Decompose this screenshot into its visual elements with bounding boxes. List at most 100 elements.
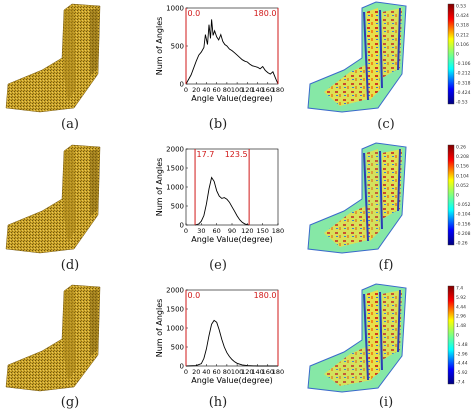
colorbar-tick-label: -0.052 <box>456 202 471 208</box>
colorbar-tick-label: -2.96 <box>456 351 468 357</box>
curvature-map-f <box>302 142 448 255</box>
histogram-b: 1000 500 0 0 20 40 60 80 100 120 140 160 180 Angle Va… <box>150 2 290 114</box>
caption-d: (d) <box>60 258 80 273</box>
colorbar-tick-label: 0.052 <box>456 183 469 189</box>
colorbar-tick-label: 0.424 <box>456 13 469 19</box>
colorbar-tick-label: -1.48 <box>456 342 468 348</box>
colorbar-tick-label: 0.318 <box>456 23 469 29</box>
y-axis-label: Num of Angles <box>155 158 164 217</box>
colorbar-tick-label: -7.4 <box>456 380 465 386</box>
histogram-line <box>195 176 250 226</box>
y-tick-label: 500 <box>171 344 184 352</box>
colorbar-c: 0.53 0.424 0.318 0.212 0.106 0 -0.106 -0.212 -0.… <box>447 2 474 114</box>
caption-i: (i) <box>378 395 394 410</box>
caption-h: (h) <box>208 395 228 410</box>
colorbar-tick-label: 0.53 <box>456 4 466 10</box>
colorbar-tick-label: -5.92 <box>456 370 468 376</box>
colorbar-tick-label: -4.44 <box>456 361 468 367</box>
colorbar-tick-label: 0.208 <box>456 154 469 160</box>
x-tick-label: 30 <box>197 227 205 235</box>
x-tick-label: 60 <box>213 227 221 235</box>
caption-b: (b) <box>208 117 228 132</box>
curvature-map-c <box>302 1 448 114</box>
x-tick-label: 60 <box>213 86 221 94</box>
x-tick-label: 60 <box>213 368 221 376</box>
y-tick-label: 2000 <box>166 287 184 295</box>
caption-f: (f) <box>378 258 394 273</box>
caption-a: (a) <box>61 117 79 132</box>
y-tick-label: 0 <box>180 222 184 230</box>
colorbar-tick-label: -0.106 <box>456 61 471 67</box>
colorbar-tick-label: -0.26 <box>456 241 468 247</box>
histogram-line <box>185 319 278 367</box>
x-tick-label: 140 <box>251 86 263 94</box>
x-tick-label: 120 <box>241 368 253 376</box>
plot-frame <box>185 7 279 85</box>
colorbar-tick-label: -0.104 <box>456 212 471 218</box>
colorbar-tick-label: 0.106 <box>456 42 469 48</box>
colorbar-tick-label: 0.156 <box>456 164 469 170</box>
y-tick-label: 1500 <box>166 306 184 314</box>
y-tick-label: 1000 <box>166 5 184 13</box>
x-tick-label: 100 <box>231 368 243 376</box>
x-tick-label: 40 <box>202 368 210 376</box>
caption-e: (e) <box>209 258 227 273</box>
x-tick-label: 180 <box>272 86 284 94</box>
colorbar-tick-label: -0.212 <box>456 71 471 77</box>
colorbar-tick-label: 5.92 <box>456 295 466 301</box>
lower-marker-label: 17.7 <box>197 150 215 159</box>
colorbar-i: 7.4 5.92 4.44 2.96 1.48 0 -1.48 -2.96 -4.44 -5.92… <box>447 284 474 394</box>
upper-marker-label: 180.0 <box>254 291 277 300</box>
y-tick-label: 500 <box>171 43 184 51</box>
x-tick-label: 100 <box>231 86 243 94</box>
x-tick-label: 140 <box>251 368 263 376</box>
y-tick-label: 0 <box>180 81 184 89</box>
x-axis-label: Angle Value(degree) <box>191 376 273 385</box>
colorbar-tick-label: -0.208 <box>456 231 471 237</box>
x-tick-label: 80 <box>223 368 231 376</box>
plot-frame <box>185 148 279 226</box>
colorbar-tick-label: 0 <box>456 52 459 58</box>
colorbar-tick-label: -0.156 <box>456 221 471 227</box>
colorbar-tick-label: 0 <box>456 193 459 199</box>
histogram-line <box>185 19 279 85</box>
lower-marker-label: 0.0 <box>188 291 201 300</box>
y-tick-label: 1000 <box>166 325 184 333</box>
x-tick-label: 180 <box>272 227 284 235</box>
colorbar-tick-label: 4.44 <box>456 304 466 310</box>
y-axis-label: Num of Angles <box>155 299 164 358</box>
y-tick-label: 500 <box>171 203 184 211</box>
y-axis-label: Num of Angles <box>155 17 164 76</box>
histogram-e: 2000 1500 1000 500 0 0 30 60 90 120 150 180 Angle Va… <box>150 143 290 255</box>
y-tick-label: 1500 <box>166 165 184 173</box>
colorbar-tick-label: -0.318 <box>456 80 471 86</box>
colorbar-tick-label: 0 <box>456 333 459 339</box>
curvature-map-i <box>302 283 448 394</box>
x-tick-label: 0 <box>184 86 188 94</box>
colorbar-f: 0.26 0.208 0.156 0.104 0.052 0 -0.052 -0.104 -0.… <box>447 143 474 255</box>
x-tick-label: 80 <box>223 86 231 94</box>
caption-c: (c) <box>377 117 395 132</box>
x-tick-label: 180 <box>272 368 284 376</box>
x-tick-label: 20 <box>192 368 200 376</box>
mesh-render-g <box>2 284 140 393</box>
x-tick-label: 160 <box>262 86 274 94</box>
y-tick-label: 0 <box>180 363 184 371</box>
colorbar-tick-label: 1.48 <box>456 323 466 329</box>
histogram-h: 2000 1500 1000 500 0 0 20 40 60 80 100 120 140 160 180… <box>150 284 290 394</box>
x-tick-label: 20 <box>192 86 200 94</box>
y-tick-label: 2000 <box>166 146 184 154</box>
x-tick-label: 120 <box>241 86 253 94</box>
caption-g: (g) <box>60 395 80 410</box>
upper-marker-label: 180.0 <box>254 9 277 18</box>
colorbar-tick-label: -0.53 <box>456 100 468 106</box>
x-axis-label: Angle Value(degree) <box>191 235 273 244</box>
mesh-render-a <box>2 3 140 114</box>
colorbar-tick-label: 0.212 <box>456 32 469 38</box>
x-tick-label: 0 <box>184 368 188 376</box>
x-tick-label: 120 <box>241 227 253 235</box>
colorbar-tick-label: 2.96 <box>456 314 466 320</box>
colorbar-tick-label: -0.424 <box>456 90 471 96</box>
lower-marker-label: 0.0 <box>188 9 201 18</box>
colorbar-tick-label: 0.104 <box>456 173 469 179</box>
